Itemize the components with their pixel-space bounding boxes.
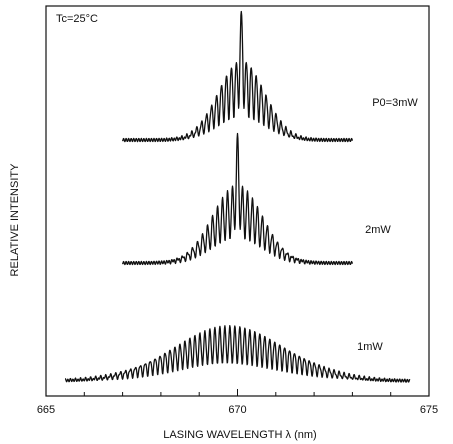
series-layer <box>64 10 411 383</box>
condition-label: Tc=25°C <box>56 13 98 25</box>
series-label-2: 2mW <box>365 224 391 236</box>
spectrum-trace-1 <box>121 10 354 143</box>
x-tick-label-665: 665 <box>37 404 55 416</box>
y-axis-label: RELATIVE INTENSITY <box>9 163 21 277</box>
series-label-3: 1mW <box>357 341 383 353</box>
x-tick-label-675: 675 <box>420 404 438 416</box>
x-axis-label: LASING WAVELENGTH λ (nm) <box>163 429 316 441</box>
spectrum-trace-3 <box>64 325 411 383</box>
spectrum-trace-2 <box>121 132 354 266</box>
series-label-1: P0=3mW <box>372 97 418 109</box>
x-tick-label-670: 670 <box>228 404 246 416</box>
plot-frame <box>45 5 430 397</box>
series-label-layer: P0=3mW 2mW 1mW <box>357 97 418 353</box>
x-tick-layer: 665 670 675 <box>37 389 438 416</box>
